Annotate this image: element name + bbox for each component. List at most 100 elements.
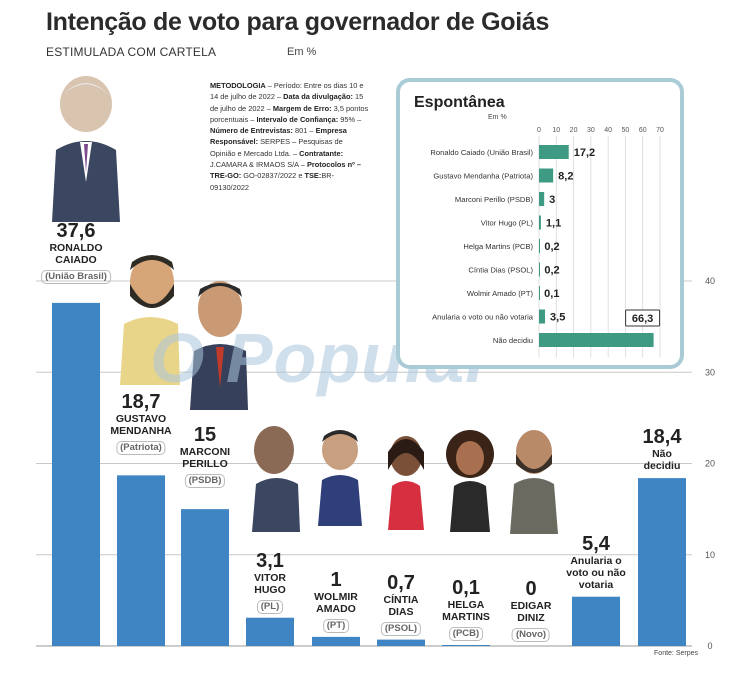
candidate-name: MENDANHA bbox=[110, 425, 172, 437]
value-label: 5,4 bbox=[582, 532, 610, 555]
value-label: 18,4 bbox=[642, 426, 682, 449]
party-badge: (PSOL) bbox=[380, 621, 422, 636]
inset-unit: Em % bbox=[488, 114, 507, 121]
candidate-name: PERILLO bbox=[182, 458, 228, 470]
bar bbox=[117, 475, 165, 646]
methodology-key: Empresa Responsável: bbox=[210, 126, 347, 147]
methodology-value: BR- 09130/2022 bbox=[210, 171, 335, 192]
methodology-value: GO-02837/2022 e bbox=[241, 171, 305, 181]
y-tick-label: 40 bbox=[705, 276, 715, 286]
spontaneous-bar-chart: 0 10 20 30 40 50 60 70 Ronaldo Caiado (União Bra… bbox=[430, 127, 664, 358]
y-tick-label: 20 bbox=[705, 459, 715, 469]
chart-title: Intenção de voto para governador de Goiá… bbox=[46, 8, 550, 36]
x-tick-label: 50 bbox=[622, 127, 630, 134]
methodology-key: Contratante: bbox=[299, 148, 344, 158]
caricature-helga-martins bbox=[446, 430, 494, 532]
candidate-name: HELGA bbox=[447, 599, 485, 612]
category-label: Gustavo Mendanha (Patriota) bbox=[433, 172, 533, 181]
x-tick-label: 10 bbox=[552, 127, 560, 134]
methodology-value: 15 de julho de 2022 – bbox=[210, 92, 364, 113]
bar bbox=[539, 239, 540, 253]
methodology-key: Número de Entrevistas: bbox=[210, 126, 293, 136]
candidate-name: MARTINS bbox=[442, 611, 490, 624]
x-tick-label: 40 bbox=[604, 127, 612, 134]
candidate-name: CAIADO bbox=[55, 254, 97, 266]
methodology-key: TSE: bbox=[304, 171, 322, 181]
bar bbox=[539, 168, 554, 183]
methodology-key: Data da divulgação: bbox=[283, 92, 353, 102]
candidate-name: WOLMIR bbox=[314, 590, 358, 603]
x-tick-label: 60 bbox=[639, 127, 647, 134]
value-label: 15 bbox=[193, 424, 217, 446]
category-label: Wolmir Amado (PT) bbox=[467, 289, 534, 298]
value-label: 3,1 bbox=[256, 549, 284, 572]
x-tick-label: 0 bbox=[537, 127, 541, 134]
candidate-name: AMADO bbox=[316, 602, 356, 615]
party-badge: (PCB) bbox=[448, 627, 484, 642]
candidate-name: MARCONI bbox=[179, 446, 231, 458]
candidate-label: 0,1 HELGA MARTINS (PCB) bbox=[442, 577, 490, 642]
bar bbox=[572, 596, 620, 646]
candidate-name: votaria bbox=[578, 578, 614, 591]
category-label: Helga Martins (PCB) bbox=[463, 242, 533, 251]
bar bbox=[539, 145, 569, 159]
x-tick-label: 30 bbox=[587, 127, 595, 134]
value-label: 0,1 bbox=[544, 288, 559, 300]
value-label: 1 bbox=[330, 568, 342, 591]
category-label: Não decidiu bbox=[493, 336, 533, 345]
caricature-gustavo-mendanha bbox=[120, 255, 180, 385]
candidate-name: CÍNTIA bbox=[383, 593, 419, 606]
party-badge: (PL) bbox=[256, 599, 284, 614]
caricature-wolmir-amado bbox=[318, 430, 362, 526]
candidate-label: 0,7 CÍNTIA DIAS (PSOL) bbox=[380, 572, 422, 636]
bar bbox=[539, 262, 540, 277]
methodology-value: – Período: Entre os dias 10 e 14 de julh… bbox=[210, 81, 364, 102]
bar bbox=[52, 302, 100, 646]
value-label: 0 bbox=[525, 578, 537, 600]
candidate-name: DINIZ bbox=[517, 612, 545, 624]
candidate-label: 1 WOLMIR AMADO (PT) bbox=[314, 569, 358, 633]
inset-title: Espontânea bbox=[414, 94, 505, 111]
caricature-cintia-dias bbox=[388, 436, 424, 530]
value-label: 0,1 bbox=[452, 577, 480, 600]
spontaneous-inset: 0 10 20 30 40 50 60 70 Ronaldo Caiado (União Bra… bbox=[396, 78, 684, 369]
value-label: 18,7 bbox=[121, 391, 161, 413]
caricature-ronaldo-caiado bbox=[52, 76, 120, 222]
y-tick-label: 10 bbox=[705, 550, 715, 560]
party-badge: (Patriota) bbox=[116, 441, 166, 455]
bar bbox=[377, 639, 425, 646]
candidate-name: voto ou não bbox=[566, 566, 626, 579]
x-tick-label: 20 bbox=[570, 127, 578, 134]
category-label: Ronaldo Caiado (União Brasil) bbox=[430, 148, 533, 157]
candidate-label: 18,4 Não decidiu bbox=[643, 426, 682, 472]
candidate-name: VITOR bbox=[254, 571, 286, 584]
candidate-name: decidiu bbox=[643, 460, 681, 473]
candidate-name: Anularia o bbox=[570, 554, 622, 567]
category-label: Vitor Hugo (PL) bbox=[481, 219, 534, 228]
party-badge: (Novo) bbox=[511, 628, 551, 642]
bar bbox=[539, 215, 541, 230]
bar bbox=[246, 617, 294, 646]
candidate-label: 3,1 VITOR HUGO (PL) bbox=[254, 550, 286, 614]
chart-subtitle: ESTIMULADA COM CARTELA bbox=[46, 45, 217, 59]
bar bbox=[312, 636, 360, 646]
methodology-value: 95% – bbox=[338, 114, 362, 124]
bar bbox=[539, 192, 545, 206]
value-callout-box bbox=[625, 309, 661, 327]
candidate-label: 18,7 GUSTAVO MENDANHA (Patriota) bbox=[110, 391, 172, 455]
y-tick-label: 0 bbox=[707, 641, 712, 651]
y-tick-label: 30 bbox=[705, 367, 715, 377]
unit-label: Em % bbox=[287, 46, 317, 58]
value-label: 37,6 bbox=[56, 220, 96, 242]
bar bbox=[442, 645, 490, 646]
value-label: 17,2 bbox=[574, 147, 595, 159]
value-label: 3 bbox=[549, 194, 555, 206]
methodology-text: METODOLOGIA – Período: Entre os dias 10 … bbox=[210, 80, 370, 193]
party-badge: (PSDB) bbox=[184, 474, 226, 488]
candidate-label: 5,4 Anularia o voto ou não votaria bbox=[566, 533, 626, 591]
methodology-value: SERPES – Pesquisas de Opinião e Mercado … bbox=[210, 137, 343, 158]
methodology-value: 801 – bbox=[292, 126, 316, 136]
caricature-vitor-hugo bbox=[252, 426, 300, 532]
value-label: 3,5 bbox=[550, 312, 565, 324]
methodology-value: J.CAMARA & IRMAOS S/A – bbox=[210, 160, 307, 170]
